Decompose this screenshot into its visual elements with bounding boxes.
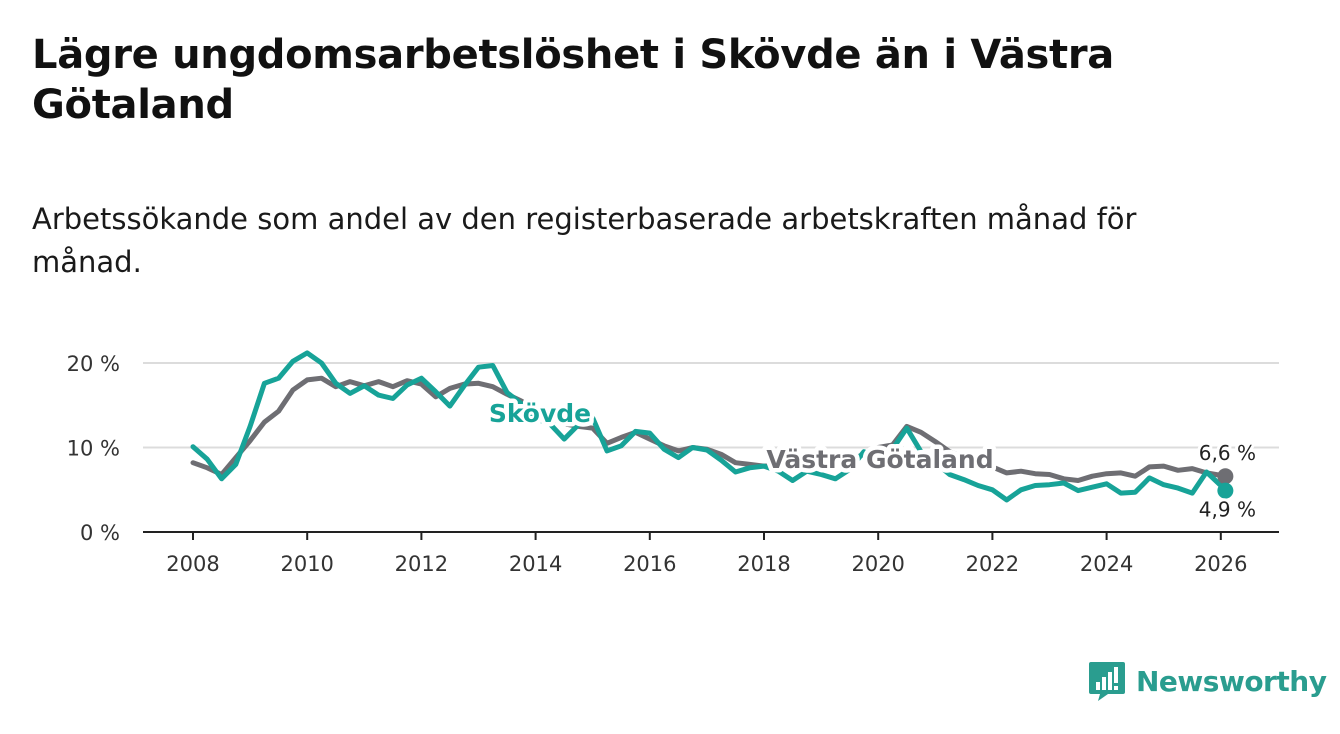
y-tick-label: 10 % <box>67 437 120 461</box>
x-tick-label: 2014 <box>509 552 562 576</box>
x-tick-label: 2010 <box>280 552 333 576</box>
end-value-label-vastra-gotaland: 6,6 % <box>1199 441 1256 465</box>
end-value-label-skovde: 4,9 % <box>1199 498 1256 522</box>
series-lines <box>190 350 1228 503</box>
y-axis-labels: 0 % 10 % 20 % <box>67 352 120 545</box>
newsworthy-chart-logo-icon <box>1089 662 1125 701</box>
x-tick-label: 2012 <box>395 552 448 576</box>
series-line-skovde <box>190 350 1228 503</box>
newsworthy-logo[interactable]: Newsworthy <box>1088 660 1327 702</box>
gridlines <box>143 362 1279 449</box>
series-label-skovde: Skövde <box>489 399 591 428</box>
brand-name: Newsworthy <box>1136 664 1327 698</box>
chart-subtitle: Arbetssökande som andel av den registerb… <box>32 202 1137 279</box>
x-tick-label: 2022 <box>966 552 1019 576</box>
x-tick-label: 2018 <box>737 552 790 576</box>
end-marker-vastra-gotaland <box>1217 468 1234 485</box>
end-markers: 6,6 % 4,9 % <box>1196 438 1259 524</box>
x-tick-label: 2020 <box>851 552 904 576</box>
x-tick-label: 2008 <box>166 552 219 576</box>
chart-title: Lägre ungdomsarbetslöshet i Skövde än i … <box>32 32 1115 128</box>
x-axis: 2008 2010 2012 2014 2016 2018 2020 2022 2024 2026 <box>143 531 1279 576</box>
series-labels: Västra Götaland Skövde <box>484 395 998 479</box>
y-tick-label: 0 % <box>80 521 120 545</box>
series-label-vastra-gotaland: Västra Götaland <box>766 445 993 474</box>
x-tick-label: 2026 <box>1194 552 1247 576</box>
x-tick-label: 2016 <box>623 552 676 576</box>
x-tick-label: 2024 <box>1080 552 1133 576</box>
end-marker-skovde <box>1217 482 1234 499</box>
y-tick-label: 20 % <box>67 352 120 376</box>
